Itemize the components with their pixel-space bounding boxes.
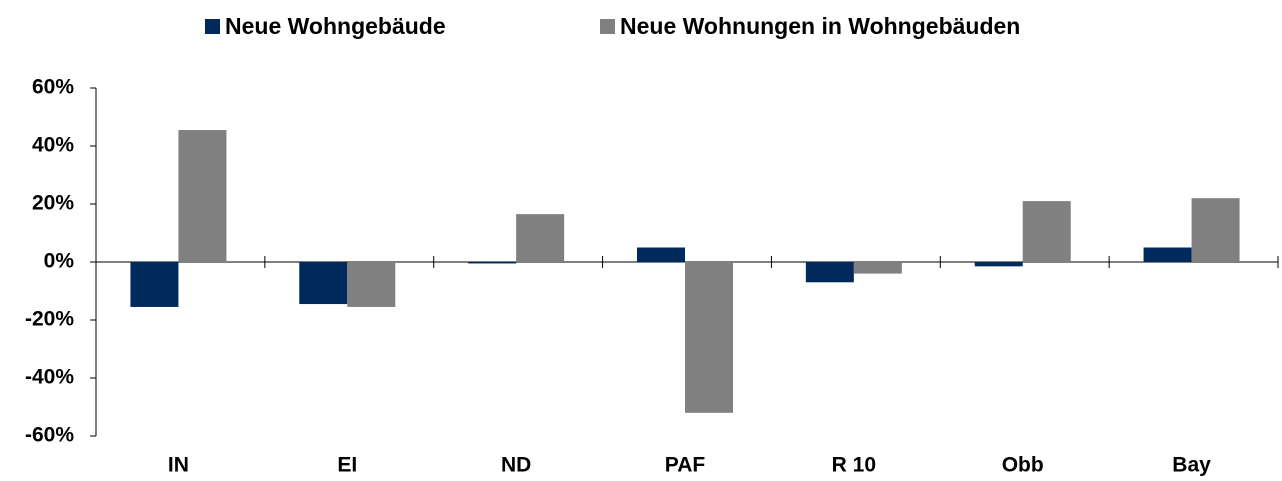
y-tick-label: 20% — [32, 192, 74, 215]
x-tick-label: Obb — [1002, 454, 1044, 477]
legend-label: Neue Wohngebäude — [225, 13, 446, 39]
x-tick-label: EI — [337, 454, 357, 477]
y-tick-label: -20% — [25, 308, 74, 331]
bar — [853, 262, 902, 274]
x-tick-label: ND — [501, 454, 531, 477]
y-tick-label: 40% — [32, 134, 74, 157]
y-tick-label: -60% — [25, 424, 74, 447]
bar — [1143, 247, 1192, 262]
bar — [637, 247, 685, 262]
bar — [468, 262, 517, 264]
y-tick-label: -40% — [25, 366, 74, 389]
bar — [1022, 201, 1071, 262]
bar — [974, 262, 1023, 267]
bar — [805, 262, 854, 283]
legend-swatch — [205, 19, 220, 34]
x-tick-label: PAF — [665, 454, 706, 477]
x-tick-label: IN — [168, 454, 189, 477]
x-tick-label: Bay — [1172, 454, 1211, 477]
bar — [516, 214, 565, 262]
legend-swatch — [600, 19, 615, 34]
bar — [178, 130, 227, 262]
bar — [685, 262, 733, 413]
legend-label: Neue Wohnungen in Wohngebäuden — [620, 13, 1020, 39]
y-tick-label: 60% — [32, 76, 74, 99]
x-tick-label: R 10 — [832, 454, 876, 477]
bar — [299, 262, 348, 305]
y-tick-label: 0% — [44, 250, 75, 273]
bar — [1191, 198, 1240, 262]
bar — [347, 262, 396, 307]
bar — [130, 262, 179, 307]
